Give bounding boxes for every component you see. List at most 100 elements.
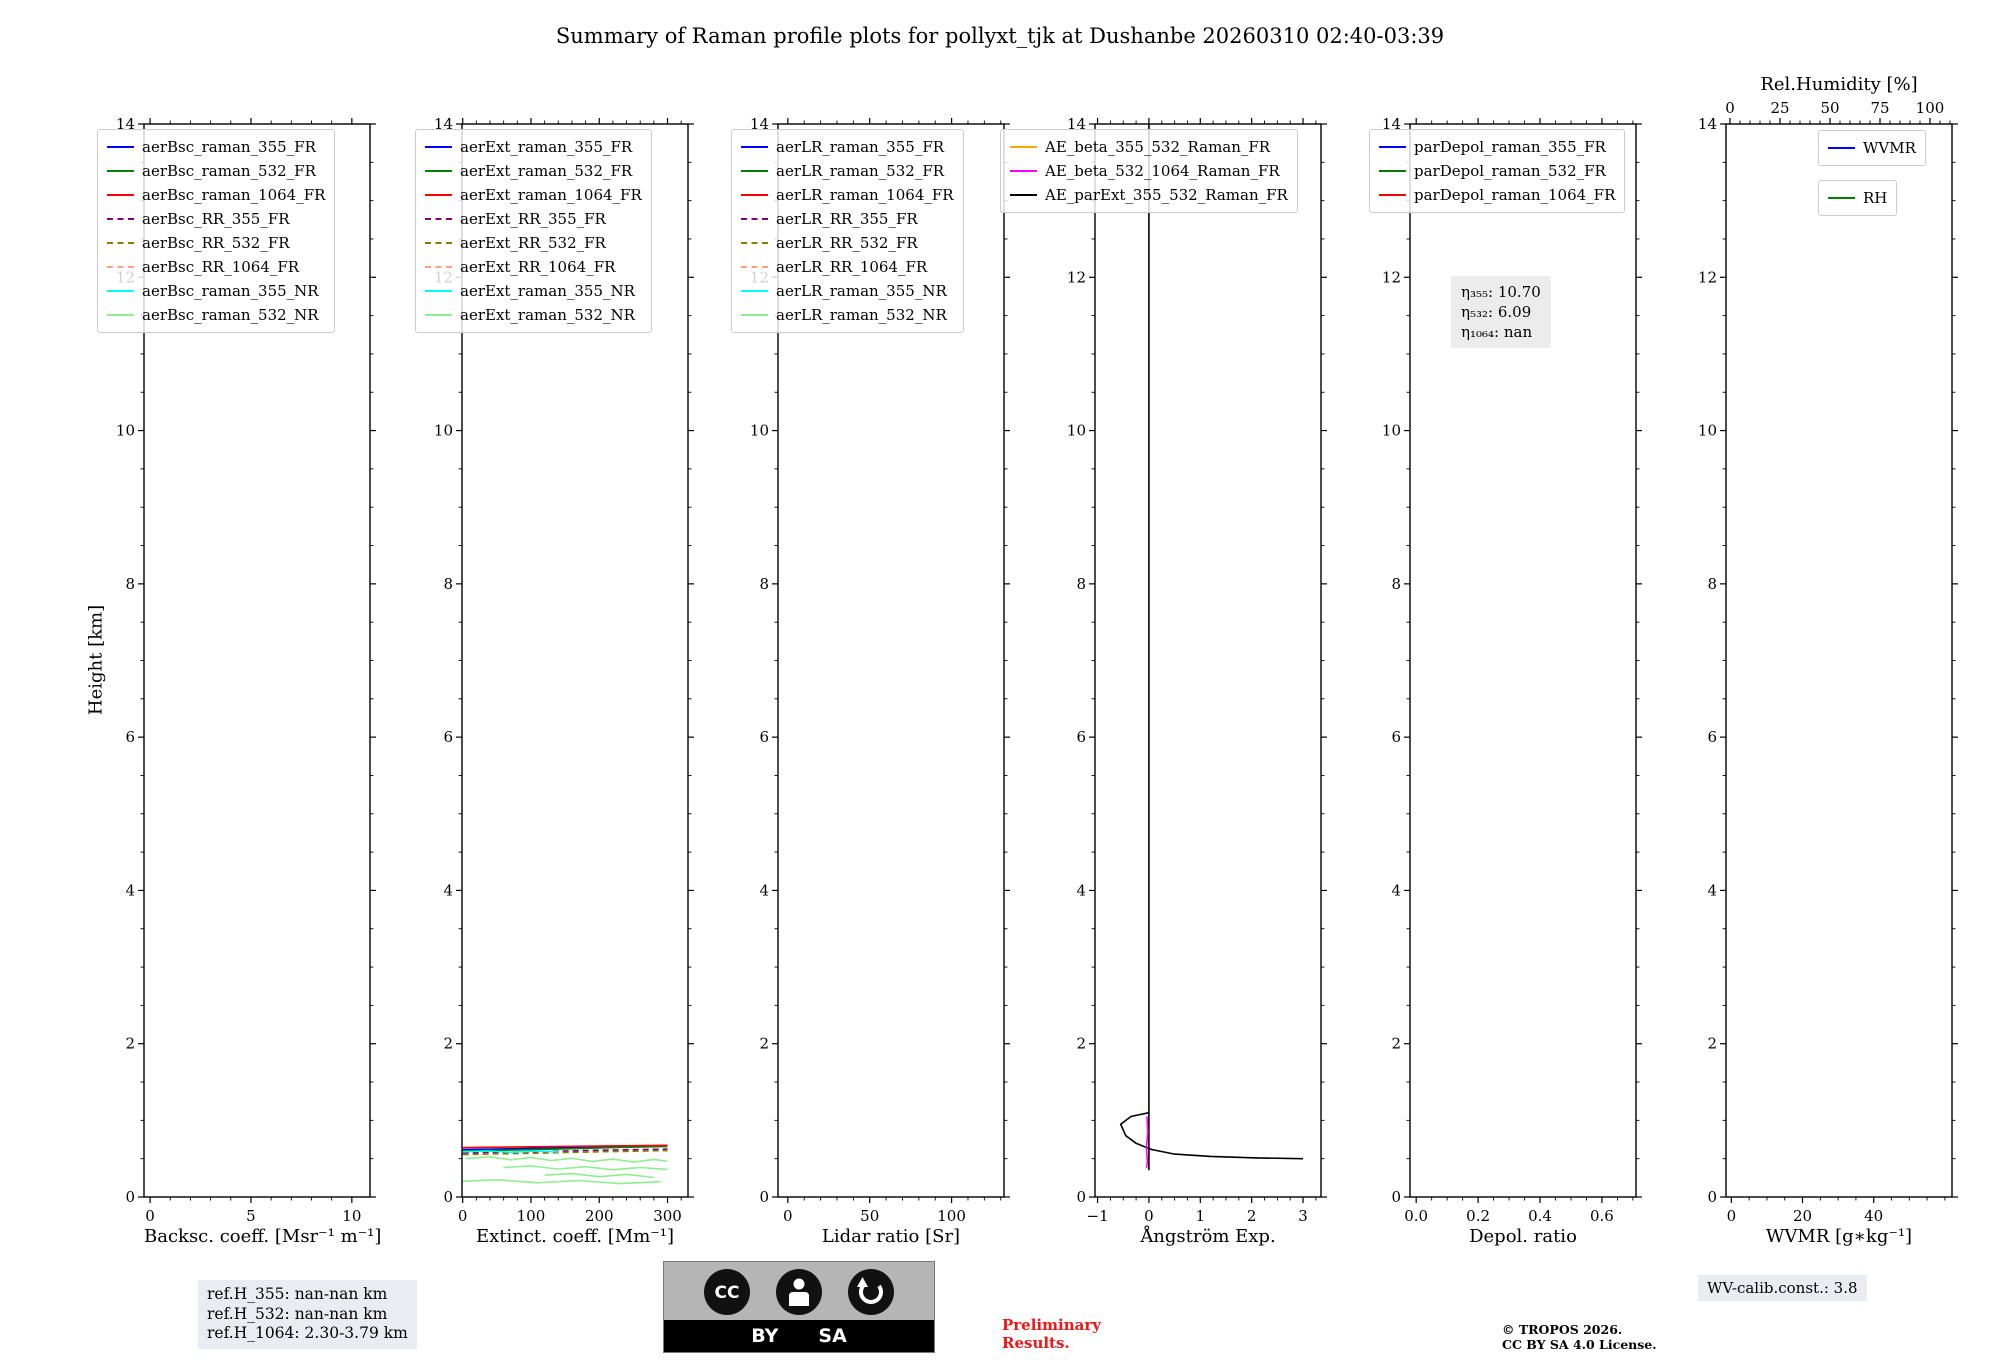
legend-line-sample [425,290,452,292]
svg-text:10: 10 [1067,422,1086,440]
svg-text:0: 0 [783,1207,793,1225]
eta-1064: η₁₀₆₄: nan [1461,323,1533,341]
legend-line-sample [1828,197,1855,199]
svg-text:2: 2 [1247,1207,1257,1225]
svg-text:5: 5 [246,1207,256,1225]
legend-label: aerExt_raman_355_NR [460,282,635,300]
svg-text:0: 0 [1727,1207,1737,1225]
svg-text:6: 6 [1707,728,1717,746]
legend-entry: aerExt_RR_1064_FR [425,255,642,279]
wv-calib-annotation: WV-calib.const.: 3.8 [1698,1275,1867,1301]
series-aerExt_raman_532_NR [466,1155,668,1163]
legend-line-sample [107,314,134,316]
svg-text:25: 25 [1770,99,1789,117]
legend-label: AE_parExt_355_532_Raman_FR [1045,186,1288,204]
svg-text:0.0: 0.0 [1404,1207,1428,1225]
legend-entry: aerLR_raman_532_NR [741,303,954,327]
series-aerExt_raman_1064_FR [462,1144,668,1149]
legend-line-sample [1010,146,1037,148]
legend-line-sample [107,194,134,196]
legend-label: aerExt_raman_1064_FR [460,186,642,204]
legend-entry: AE_parExt_355_532_Raman_FR [1010,183,1288,207]
x-axis-label-angstrom: Ångström Exp. [1140,1226,1276,1247]
legend-line-sample [1010,194,1037,196]
x-axis-label-extinction: Extinct. coeff. [Mm⁻¹] [475,1226,675,1247]
svg-text:8: 8 [759,575,769,593]
series-aerExt_raman_532_FR [462,1145,668,1152]
legend-entry: aerBsc_raman_532_NR [107,303,325,327]
svg-text:14: 14 [1067,115,1086,133]
svg-text:10: 10 [1382,422,1401,440]
legend-line-sample [741,170,768,172]
svg-text:14: 14 [1698,115,1717,133]
legend-label: parDepol_raman_1064_FR [1414,186,1616,204]
cc-by-label: BY [751,1325,779,1347]
legend-line-sample [741,194,768,196]
svg-text:6: 6 [443,728,453,746]
svg-text:CC: CC [715,1283,740,1303]
legend-entry: aerExt_raman_1064_FR [425,183,642,207]
series-aerExt_raman_532_NR [462,1178,661,1185]
svg-text:6: 6 [1076,728,1086,746]
legend-line-sample [1379,194,1406,196]
legend-label: WVMR [1863,139,1916,157]
legend-entry: RH [1828,186,1887,210]
legend-entry: aerBsc_raman_355_FR [107,135,325,159]
legend-line-sample [741,266,768,268]
svg-text:2: 2 [1707,1035,1717,1053]
legend-label: aerBsc_raman_355_FR [142,138,316,156]
legend-entry: parDepol_raman_1064_FR [1379,183,1615,207]
legend-wvmr-wvmr: WVMR [1818,130,1926,166]
legend-entry: aerLR_RR_1064_FR [741,255,954,279]
cc-badge-text-bar: BY SA [664,1320,934,1352]
series-AE_parExt_355_532_Raman_FR [1119,1111,1304,1160]
legend-entry: AE_beta_355_532_Raman_FR [1010,135,1288,159]
legend-label: RH [1863,189,1888,207]
svg-text:100: 100 [1916,99,1945,117]
svg-text:0: 0 [443,1188,453,1206]
svg-text:20: 20 [1793,1207,1812,1225]
ref-h-1064: ref.H_1064: 2.30-3.79 km [207,1324,408,1342]
legend-line-sample [107,242,134,244]
svg-text:4: 4 [1707,881,1717,899]
legend-backscatter: aerBsc_raman_355_FR aerBsc_raman_532_FR ae… [97,129,336,333]
legend-line-sample [741,146,768,148]
svg-text:50: 50 [1820,99,1839,117]
svg-text:0.2: 0.2 [1466,1207,1490,1225]
legend-entry: parDepol_raman_355_FR [1379,135,1615,159]
legend-entry: aerExt_raman_532_FR [425,159,642,183]
legend-label: AE_beta_355_532_Raman_FR [1045,138,1271,156]
svg-text:3: 3 [1298,1207,1308,1225]
legend-line-sample [425,242,452,244]
legend-line-sample [741,218,768,220]
svg-text:12: 12 [1067,268,1086,286]
legend-entry: aerLR_raman_355_NR [741,279,954,303]
svg-text:0: 0 [125,1188,135,1206]
legend-label: AE_beta_532_1064_Raman_FR [1045,162,1280,180]
legend-line-sample [425,314,452,316]
legend-wvmr-rh: RH [1818,180,1898,216]
legend-label: aerBsc_RR_1064_FR [142,258,300,276]
svg-text:8: 8 [443,575,453,593]
svg-text:8: 8 [1391,575,1401,593]
series-aerExt_RR_355_FR [462,1148,668,1154]
svg-text:10: 10 [1698,422,1717,440]
svg-text:8: 8 [1707,575,1717,593]
legend-line-sample [107,170,134,172]
legend-label: aerBsc_RR_355_FR [142,210,290,228]
legend-lidar_ratio: aerLR_raman_355_FR aerLR_raman_532_FR aerL… [731,129,964,333]
figure-title: Summary of Raman profile plots for polly… [555,24,1445,48]
legend-label: aerExt_raman_532_FR [460,162,633,180]
legend-line-sample [1379,146,1406,148]
series-aerExt_raman_355_NR [462,1150,559,1154]
svg-text:300: 300 [653,1207,682,1225]
eta-annotation: η₃₅₅: 10.70 η₅₃₂: 6.09 η₁₀₆₄: nan [1451,276,1551,348]
legend-label: aerBsc_raman_532_NR [142,306,319,324]
svg-text:12: 12 [1382,268,1401,286]
share-alike-icon [848,1269,894,1315]
svg-text:0.4: 0.4 [1528,1207,1552,1225]
svg-text:2: 2 [1391,1035,1401,1053]
svg-text:8: 8 [1076,575,1086,593]
